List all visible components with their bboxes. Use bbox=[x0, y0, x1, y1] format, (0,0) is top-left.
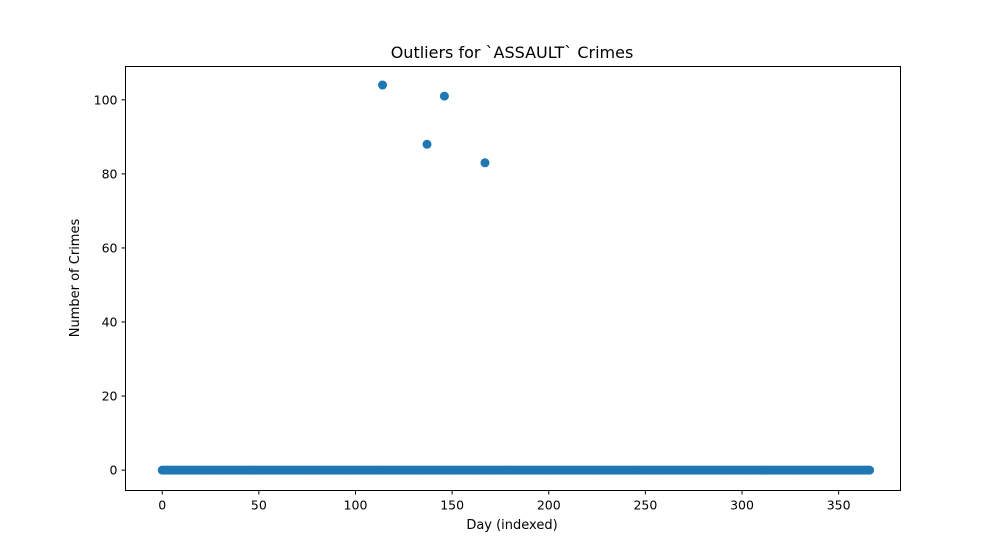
y-tick-label: 80 bbox=[102, 166, 118, 181]
x-axis-label: Day (indexed) bbox=[466, 518, 557, 533]
x-tick-label: 50 bbox=[251, 498, 267, 513]
y-tick-label: 20 bbox=[102, 389, 118, 404]
outlier-point bbox=[439, 91, 449, 101]
y-tick-label: 40 bbox=[102, 315, 118, 330]
y-tick-label: 0 bbox=[110, 463, 118, 478]
y-axis-label: Number of Crimes bbox=[68, 219, 83, 338]
plot-frame bbox=[125, 66, 901, 491]
x-tick-label: 150 bbox=[440, 498, 464, 513]
data-point bbox=[865, 465, 875, 475]
x-tick-label: 0 bbox=[158, 498, 166, 513]
x-tick-label: 100 bbox=[344, 498, 368, 513]
y-axis-ticks: 0 20 40 60 80 100 bbox=[94, 92, 126, 478]
x-tick-label: 200 bbox=[537, 498, 561, 513]
data-points bbox=[157, 80, 875, 475]
x-axis-ticks: 0 50 100 150 200 250 300 350 bbox=[158, 490, 851, 513]
x-tick-label: 350 bbox=[827, 498, 851, 513]
x-tick-label: 300 bbox=[730, 498, 754, 513]
chart-title: Outliers for `ASSAULT` Crimes bbox=[391, 43, 634, 62]
outlier-point bbox=[480, 158, 490, 168]
y-tick-label: 60 bbox=[102, 240, 118, 255]
y-tick-label: 100 bbox=[94, 92, 118, 107]
outlier-point bbox=[422, 139, 432, 149]
outlier-point bbox=[378, 80, 388, 90]
x-tick-label: 250 bbox=[633, 498, 657, 513]
